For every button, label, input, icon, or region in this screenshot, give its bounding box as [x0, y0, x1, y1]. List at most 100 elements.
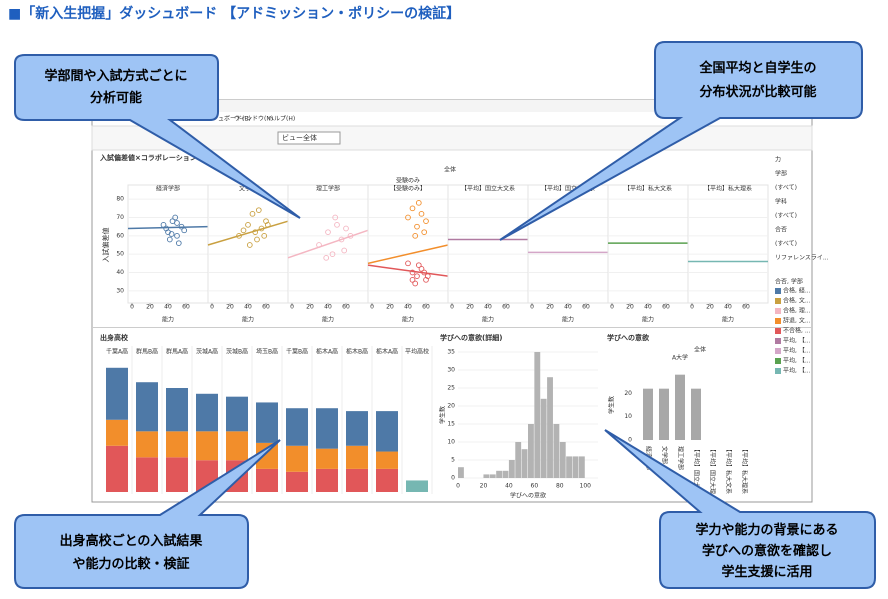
- x-tick-label: 0: [690, 304, 694, 311]
- point: [261, 232, 268, 239]
- point: [415, 199, 422, 206]
- legend-swatch: [775, 338, 781, 344]
- y-tick-label: 20: [624, 390, 632, 397]
- x-tick-label: 20: [386, 304, 394, 311]
- x-tick-label: 20: [480, 483, 488, 490]
- bar-segment: [106, 419, 128, 446]
- legend-swatch: [775, 298, 781, 304]
- legend-label: 合格, 文...: [783, 297, 811, 305]
- x-tick-label: 60: [662, 304, 670, 311]
- x-tick-label: 60: [342, 304, 350, 311]
- x-tick-label: 40: [505, 483, 513, 490]
- x-tick-label: 60: [182, 304, 190, 311]
- point: [175, 240, 182, 247]
- x-tick-label: 60: [742, 304, 750, 311]
- histogram-bar: [458, 467, 464, 478]
- x-axis-label: 能力: [642, 316, 654, 324]
- histogram-bar: [534, 352, 541, 478]
- legend-label: 平均, 【...: [783, 347, 811, 355]
- legend-swatch: [775, 308, 781, 314]
- title-bar: [92, 100, 812, 112]
- category-label: 【平均】国立大文: [693, 446, 701, 494]
- legend-label: 平均, 【...: [783, 337, 811, 345]
- filter-label: 学部: [775, 170, 787, 178]
- panel-title: 学びへの意欲: [607, 333, 649, 342]
- bar-segment: [196, 431, 218, 461]
- menu-item[interactable]: ヘルプ(H): [268, 116, 295, 123]
- panel-label: 【平均】国立大理系: [541, 185, 595, 193]
- point: [255, 207, 262, 214]
- bar-segment: [136, 431, 158, 458]
- point: [174, 232, 180, 239]
- x-tick-label: 0: [530, 304, 534, 311]
- x-tick-label: 20: [546, 304, 554, 311]
- x-tick-label: 20: [146, 304, 154, 311]
- legend-label: 平均, 【...: [783, 357, 811, 365]
- histogram-bar: [489, 474, 496, 478]
- bar-segment: [166, 457, 188, 492]
- bar-segment: [226, 396, 248, 432]
- bar-segment: [256, 442, 278, 469]
- x-axis-label: 能力: [162, 316, 174, 324]
- x-tick-label: 40: [164, 304, 172, 311]
- x-axis-label: 能力: [482, 316, 494, 324]
- bar-segment: [286, 471, 308, 492]
- legend-title: 合否, 学部: [775, 278, 803, 286]
- point: [409, 276, 416, 283]
- bar-segment: [406, 480, 428, 492]
- y-tick-label: 25: [447, 385, 455, 392]
- menu-item[interactable]: ウィンドウ(N): [234, 115, 273, 123]
- x-axis-label: 能力: [562, 316, 574, 324]
- x-tick-label: 60: [502, 304, 510, 311]
- category-label: 理工学部: [677, 446, 685, 470]
- legend-swatch: [775, 368, 781, 374]
- bar-segment: [106, 445, 128, 492]
- legend-swatch: [775, 288, 781, 294]
- slide-title: ■「新入生把握」ダッシュボード 【アドミッション・ポリシーの検証】: [8, 5, 460, 22]
- category-label: 千葉B高: [286, 348, 308, 356]
- x-tick-label: 40: [564, 304, 572, 311]
- bar-segment: [316, 408, 338, 449]
- point: [412, 280, 419, 287]
- y-tick-label: 80: [116, 196, 124, 203]
- y-tick-label: 10: [624, 413, 632, 420]
- y-axis-label: 学生数: [439, 406, 447, 424]
- x-tick-label: 40: [644, 304, 652, 311]
- bar: [643, 388, 653, 440]
- x-tick-label: 40: [404, 304, 412, 311]
- x-axis-label: 能力: [722, 316, 734, 324]
- panel-label: 【平均】私大理系: [704, 185, 752, 193]
- point: [415, 262, 422, 269]
- category-label: 文学部: [661, 446, 669, 464]
- point: [334, 221, 340, 228]
- x-tick-label: 60: [531, 483, 539, 490]
- view-select[interactable]: [277, 131, 341, 145]
- x-tick-label: 60: [422, 304, 430, 311]
- menu-item[interactable]: ダッシュボード(B): [200, 115, 251, 123]
- bar: [675, 374, 685, 440]
- point: [423, 218, 429, 225]
- point: [341, 247, 348, 254]
- callout-text: 学力や能力の背景にある学びへの意欲を確認し学生支援に活用: [695, 522, 838, 580]
- panel-label: 理工学部: [316, 185, 340, 193]
- panel-label: 【受験のみ】: [390, 185, 426, 193]
- point: [166, 236, 173, 243]
- header: 全体: [444, 166, 456, 174]
- bar-segment: [166, 388, 188, 432]
- x-tick-label: 40: [484, 304, 492, 311]
- point: [414, 223, 420, 230]
- y-axis-label: 入試偏差値: [101, 228, 110, 263]
- bar: [691, 388, 701, 440]
- legend-swatch: [775, 328, 781, 334]
- x-axis-label: 能力: [322, 316, 334, 324]
- x-axis-label: 能力: [242, 316, 254, 324]
- point: [409, 205, 416, 212]
- x-tick-label: 0: [610, 304, 614, 311]
- y-tick-label: 15: [447, 421, 455, 428]
- panel-label: 経済学部: [156, 185, 180, 193]
- legend-swatch: [775, 348, 781, 354]
- x-tick-label: 60: [262, 304, 270, 311]
- histogram-bar: [515, 442, 522, 478]
- point: [245, 221, 251, 228]
- bar-segment: [376, 468, 398, 492]
